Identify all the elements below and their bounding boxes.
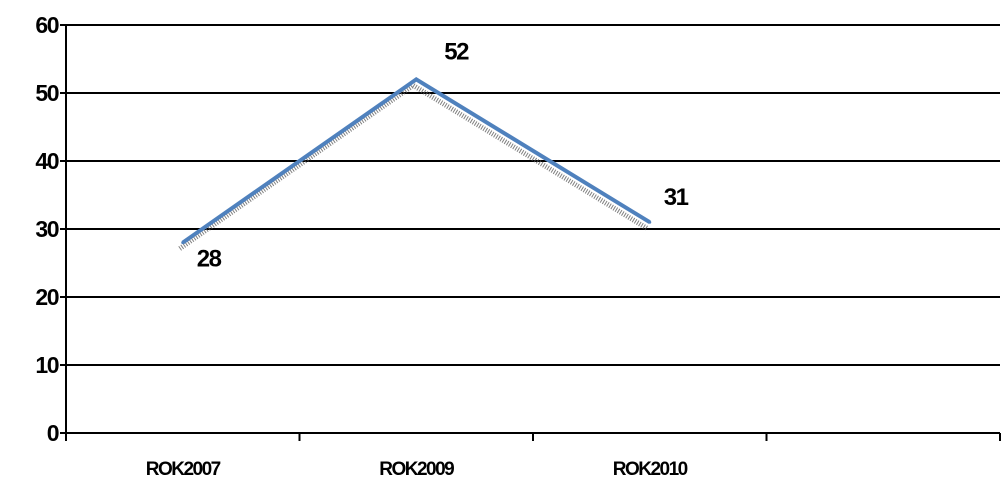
x-tick-label: ROK2009: [379, 459, 454, 479]
x-tick-labels: ROK2007 ROK2009 ROK2010: [146, 459, 689, 479]
gridlines: [60, 24, 1000, 434]
data-label: 28: [197, 246, 222, 273]
data-point: [181, 241, 185, 245]
data-label: 31: [664, 184, 689, 211]
x-tick-label: ROK2007: [146, 459, 221, 479]
data-point: [414, 77, 418, 81]
data-label: 52: [444, 38, 469, 65]
y-tick-label: 30: [35, 216, 58, 242]
y-tick-label: 20: [35, 284, 58, 310]
y-tick-label: 10: [35, 352, 58, 378]
series-line-group: [178, 77, 652, 251]
y-tick-label: 50: [35, 80, 58, 106]
y-tick-labels: 0 10 20 30 40 50 60: [35, 12, 60, 446]
y-tick-label: 0: [47, 420, 59, 446]
data-labels: 28 52 31: [197, 38, 690, 273]
data-point: [648, 220, 652, 224]
y-tick-label: 60: [35, 12, 58, 38]
x-tick-label: ROK2010: [613, 459, 688, 479]
y-tick-label: 40: [35, 148, 58, 174]
series-line-shadow: [178, 82, 649, 251]
x-tick-marks: [65, 433, 1001, 441]
